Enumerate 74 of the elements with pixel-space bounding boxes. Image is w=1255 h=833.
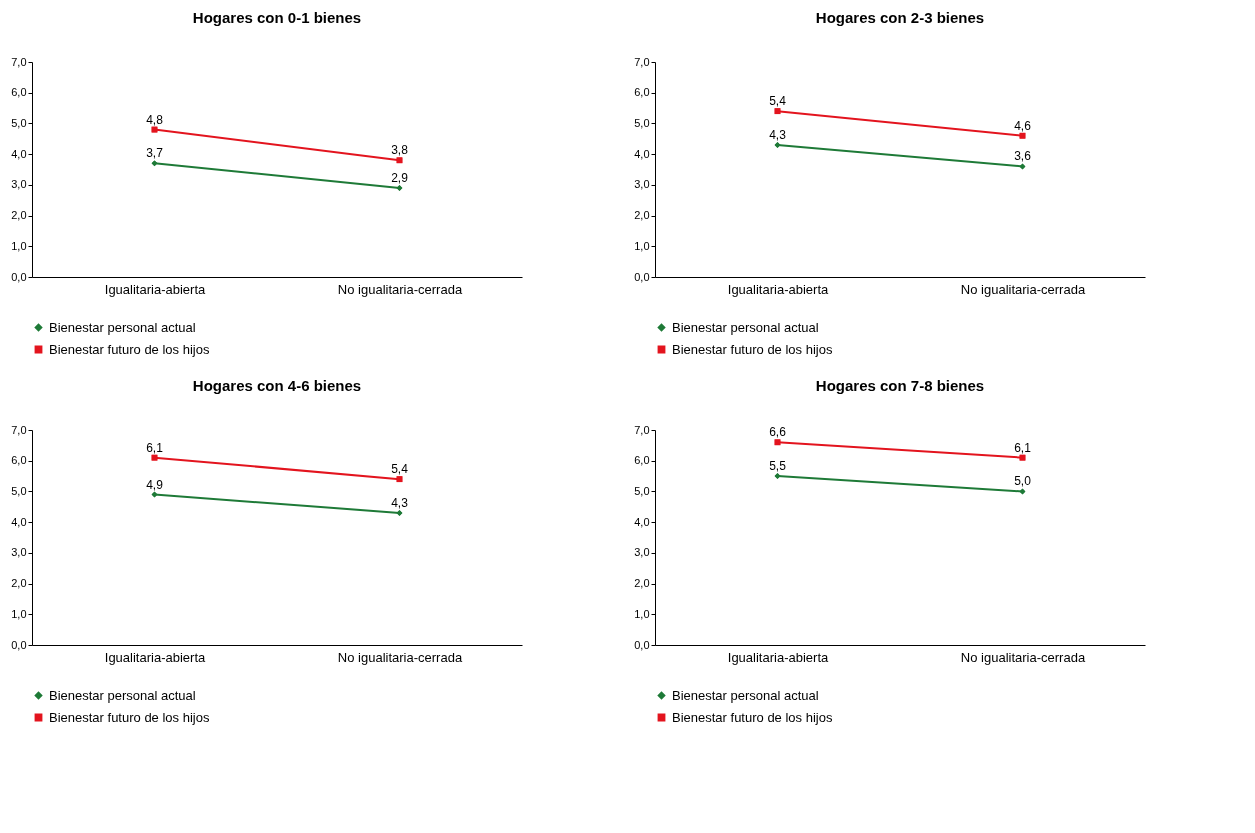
y-tick-label: 3,0: [11, 178, 27, 191]
y-tick-label: 1,0: [634, 607, 650, 620]
legend-label: Bienestar futuro de los hijos: [49, 341, 210, 357]
data-label: 4,9: [146, 477, 164, 492]
y-tick-label: 4,0: [11, 515, 27, 528]
y-tick-label: 3,0: [11, 546, 27, 559]
data-label: 2,9: [391, 170, 409, 185]
x-tick-label: Igualitaria-abierta: [104, 281, 206, 297]
y-tick-label: 0,0: [634, 270, 650, 283]
data-label: 5,0: [1014, 474, 1032, 489]
point: [151, 160, 158, 167]
chart-title: Hogares con 7-8 bienes: [815, 377, 985, 394]
y-tick-label: 2,0: [634, 209, 650, 222]
data-label: 6,1: [146, 440, 164, 455]
y-tick-label: 5,0: [634, 116, 650, 129]
y-tick-label: 2,0: [11, 209, 27, 222]
y-tick-label: 3,0: [634, 546, 650, 559]
y-tick-label: 0,0: [11, 638, 27, 651]
legend-label: Bienestar personal actual: [672, 319, 819, 335]
data-label: 5,4: [769, 94, 787, 109]
y-tick-label: 7,0: [11, 55, 27, 68]
point: [1019, 488, 1026, 495]
legend-label: Bienestar futuro de los hijos: [672, 341, 833, 357]
data-label: 3,7: [146, 146, 164, 161]
y-tick-label: 6,0: [634, 86, 650, 99]
y-tick-label: 0,0: [634, 638, 650, 651]
point: [1019, 454, 1026, 461]
legend-label: Bienestar personal actual: [49, 319, 196, 335]
data-label: 4,6: [1014, 118, 1032, 133]
legend-label: Bienestar futuro de los hijos: [49, 709, 210, 725]
y-tick-label: 5,0: [11, 116, 27, 129]
chart-title: Hogares con 4-6 bienes: [192, 377, 362, 394]
x-tick-label: No igualitaria-cerrada: [337, 281, 463, 297]
data-label: 4,3: [391, 495, 409, 510]
x-tick-label: No igualitaria-cerrada: [960, 649, 1086, 665]
legend-label: Bienestar futuro de los hijos: [672, 709, 833, 725]
y-tick-label: 2,0: [634, 577, 650, 590]
y-tick-label: 7,0: [634, 423, 650, 436]
x-tick-label: No igualitaria-cerrada: [337, 649, 463, 665]
chart-title: Hogares con 2-3 bienes: [815, 9, 985, 26]
data-label: 3,8: [391, 143, 409, 158]
y-tick-label: 6,0: [11, 86, 27, 99]
y-tick-label: 5,0: [634, 484, 650, 497]
y-tick-label: 1,0: [634, 239, 650, 252]
y-tick-label: 1,0: [11, 239, 27, 252]
y-tick-label: 7,0: [11, 423, 27, 436]
data-label: 6,1: [1014, 440, 1032, 455]
y-tick-label: 4,0: [11, 147, 27, 160]
x-tick-label: Igualitaria-abierta: [727, 281, 829, 297]
y-tick-label: 0,0: [11, 270, 27, 283]
data-label: 5,4: [391, 462, 409, 477]
y-tick-label: 3,0: [634, 178, 650, 191]
data-label: 4,3: [769, 127, 787, 142]
point: [151, 454, 158, 461]
y-tick-label: 4,0: [634, 147, 650, 160]
x-tick-label: Igualitaria-abierta: [104, 649, 206, 665]
y-tick-label: 6,0: [11, 454, 27, 467]
data-label: 3,6: [1014, 149, 1032, 164]
y-tick-label: 7,0: [634, 55, 650, 68]
data-label: 5,5: [769, 459, 787, 474]
data-label: 6,6: [769, 425, 787, 440]
chart-title: Hogares con 0-1 bienes: [192, 9, 362, 26]
y-tick-label: 5,0: [11, 484, 27, 497]
point: [151, 126, 158, 133]
y-tick-label: 6,0: [634, 454, 650, 467]
x-tick-label: Igualitaria-abierta: [727, 649, 829, 665]
y-tick-label: 2,0: [11, 577, 27, 590]
y-tick-label: 1,0: [11, 607, 27, 620]
x-tick-label: No igualitaria-cerrada: [960, 281, 1086, 297]
point: [1019, 163, 1026, 170]
data-label: 4,8: [146, 112, 164, 127]
legend-label: Bienestar personal actual: [49, 687, 196, 703]
y-tick-label: 4,0: [634, 515, 650, 528]
legend-label: Bienestar personal actual: [672, 687, 819, 703]
